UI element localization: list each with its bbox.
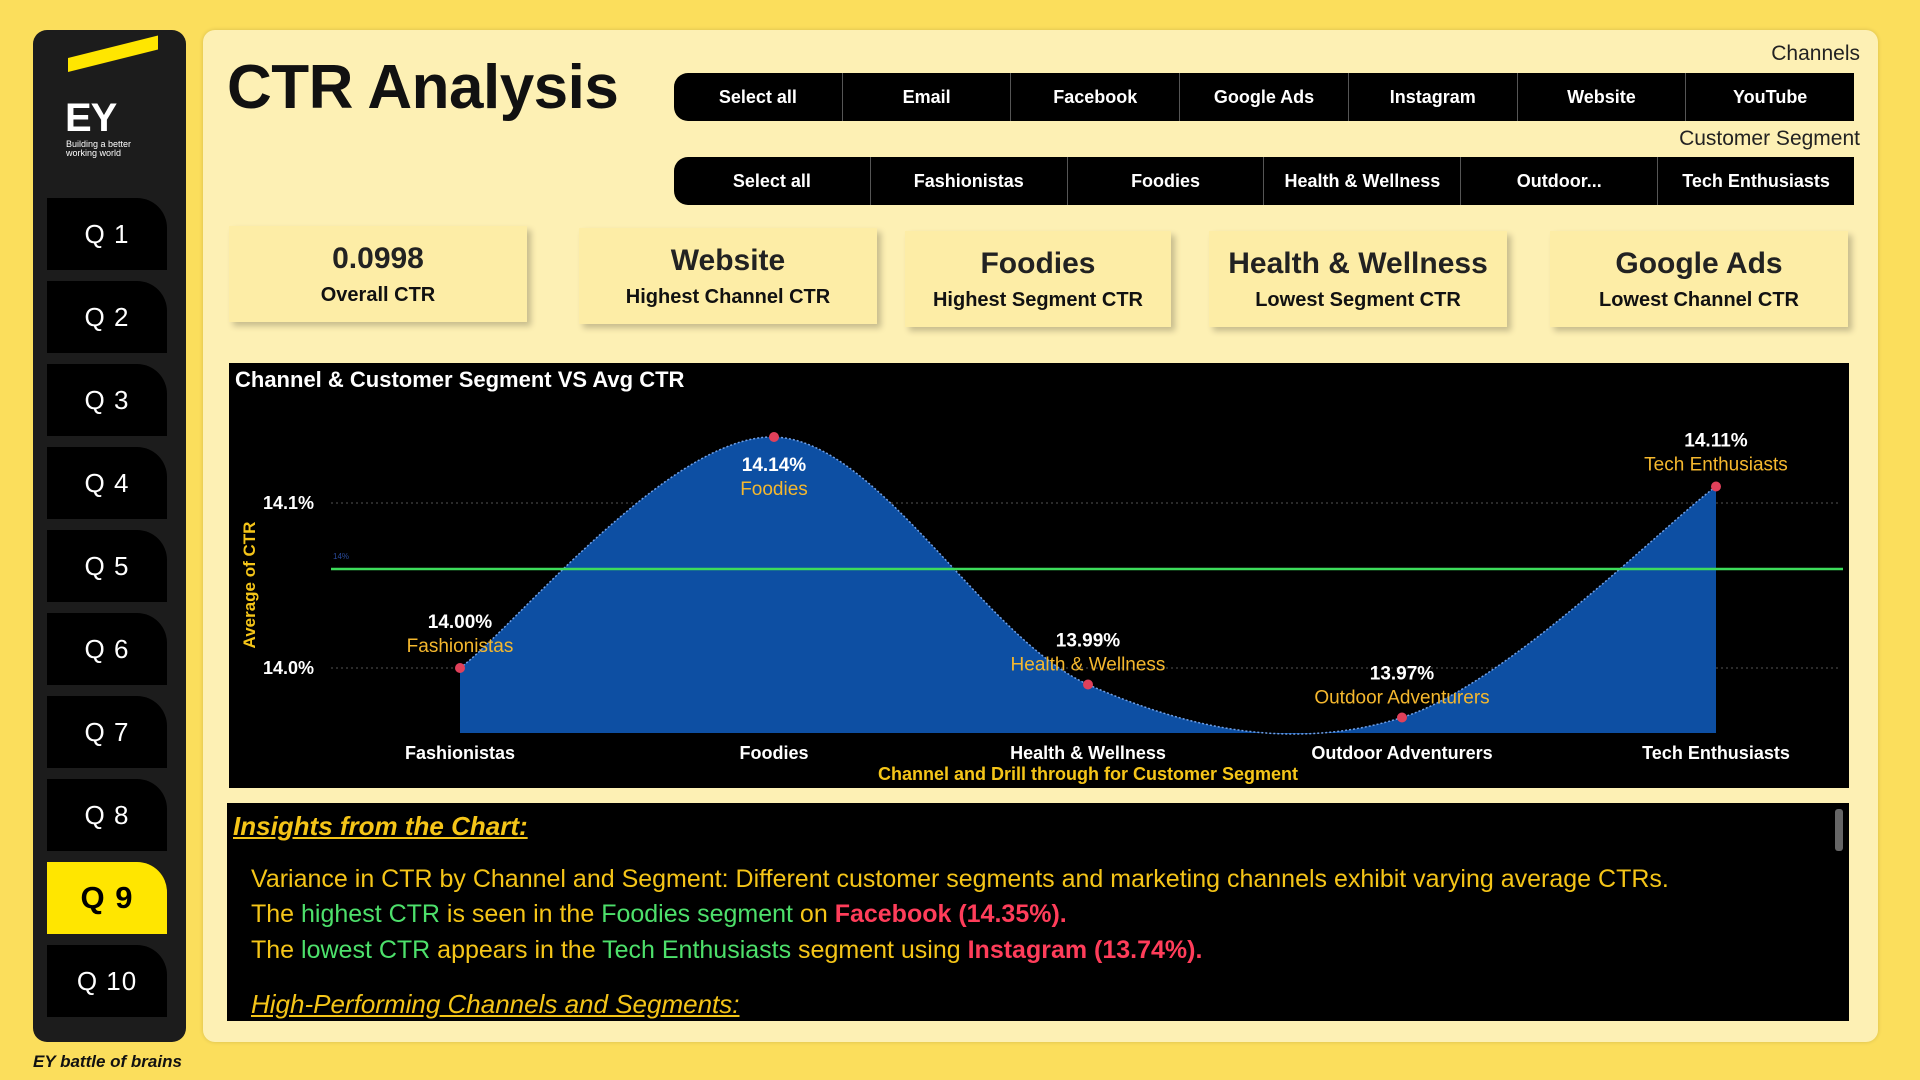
ey-logo: EY Building a better working world bbox=[33, 30, 163, 180]
page-title: CTR Analysis bbox=[227, 53, 619, 122]
kpi-value: Health & Wellness bbox=[1228, 246, 1488, 280]
data-point-marker bbox=[1083, 679, 1093, 690]
segment-option[interactable]: Outdoor... bbox=[1461, 157, 1659, 205]
channels-slicer-label: Channels bbox=[1771, 42, 1860, 65]
highlight-highest-ctr: highest CTR bbox=[301, 900, 440, 928]
kpi-card-lowest-segment: Health & Wellness Lowest Segment CTR bbox=[1209, 231, 1507, 327]
kpi-label: Lowest Channel CTR bbox=[1598, 288, 1799, 311]
nav-button-q2[interactable]: Q 2 bbox=[47, 281, 167, 353]
text-segment: segment using bbox=[791, 936, 968, 964]
kpi-card-lowest-channel: Google Ads Lowest Channel CTR bbox=[1550, 231, 1848, 327]
data-point-marker bbox=[1711, 481, 1721, 492]
data-category-label: Fashionistas bbox=[407, 636, 514, 657]
kpi-label: Highest Segment CTR bbox=[932, 288, 1144, 311]
segment-option[interactable]: Fashionistas bbox=[871, 157, 1068, 205]
kpi-label: Highest Channel CTR bbox=[625, 285, 831, 308]
kpi-value: Website bbox=[670, 243, 786, 277]
data-point-marker bbox=[769, 432, 779, 442]
logo-beam-icon bbox=[68, 35, 158, 72]
kpi-value: 0.0998 bbox=[332, 241, 424, 275]
nav-button-q7[interactable]: Q 7 bbox=[47, 696, 167, 768]
kpi-label: Overall CTR bbox=[320, 283, 436, 306]
channel-option[interactable]: Facebook bbox=[1011, 73, 1181, 121]
x-tick-label: Outdoor Adventurers bbox=[1311, 743, 1492, 763]
x-axis-title: Channel and Drill through for Customer S… bbox=[878, 764, 1298, 784]
insight-line-lowest: The lowest CTR appears in the Tech Enthu… bbox=[251, 936, 1202, 965]
data-point-marker bbox=[1397, 712, 1407, 723]
question-nav: Q 1 Q 2 Q 3 Q 4 Q 5 Q 6 Q 7 Q 8 Q 9 Q 10 bbox=[47, 198, 167, 1028]
data-value-label: 13.99% bbox=[1056, 631, 1121, 652]
nav-button-q1[interactable]: Q 1 bbox=[47, 198, 167, 270]
logo-text: EY bbox=[65, 96, 117, 140]
highlight-lowest-ctr: lowest CTR bbox=[301, 936, 431, 964]
chart-title: Channel & Customer Segment VS Avg CTR bbox=[235, 367, 685, 392]
data-category-label: Outdoor Adventurers bbox=[1314, 688, 1489, 709]
highlight-segment: Foodies segment bbox=[601, 900, 793, 928]
x-tick-label: Tech Enthusiasts bbox=[1642, 743, 1790, 763]
segment-slicer-label: Customer Segment bbox=[1679, 127, 1860, 150]
text-segment: The bbox=[251, 900, 302, 928]
segment-option[interactable]: Foodies bbox=[1068, 157, 1265, 205]
text-segment: appears in the bbox=[430, 936, 603, 964]
channels-slicer: Select all Email Facebook Google Ads Instagr… bbox=[674, 73, 1854, 121]
data-category-label: Health & Wellness bbox=[1011, 655, 1166, 676]
y-axis-title: Average of CTR bbox=[240, 522, 259, 649]
segment-option[interactable]: Select all bbox=[674, 157, 871, 205]
insights-heading: Insights from the Chart: bbox=[233, 811, 528, 841]
kpi-card-overall-ctr: 0.0998 Overall CTR bbox=[229, 226, 527, 322]
kpi-label: Lowest Segment CTR bbox=[1255, 288, 1461, 311]
insights-panel[interactable]: Insights from the Chart: Variance in CTR… bbox=[227, 803, 1849, 1021]
logo-tagline: Building a better working world bbox=[66, 139, 132, 158]
segment-option[interactable]: Health & Wellness bbox=[1264, 157, 1462, 205]
footer-credit: EY battle of brains bbox=[33, 1052, 182, 1071]
nav-button-q3[interactable]: Q 3 bbox=[47, 364, 167, 436]
insights-scrollbar[interactable] bbox=[1835, 809, 1843, 851]
insight-line-highest: The highest CTR is seen in the Foodies s… bbox=[251, 900, 1067, 929]
segment-option[interactable]: Tech Enthusiasts bbox=[1682, 170, 1830, 191]
data-value-label: 14.14% bbox=[742, 455, 807, 476]
channel-option[interactable]: Email bbox=[843, 73, 1012, 121]
highlight-channel-value: Facebook (14.35%). bbox=[834, 900, 1067, 928]
nav-button-q6[interactable]: Q 6 bbox=[47, 613, 167, 685]
text-segment: is seen in the bbox=[439, 900, 602, 928]
data-value-label: 14.11% bbox=[1684, 431, 1747, 452]
channel-option[interactable]: Instagram bbox=[1349, 73, 1518, 121]
data-value-label: 14.00% bbox=[428, 612, 493, 633]
y-tick-label: 14.0% bbox=[263, 658, 314, 678]
kpi-value: Foodies bbox=[980, 246, 1096, 280]
channel-option[interactable]: Website bbox=[1518, 73, 1687, 121]
data-value-label: 13.97% bbox=[1370, 664, 1435, 685]
text-segment: on bbox=[792, 900, 835, 928]
data-category-label: Foodies bbox=[740, 479, 808, 500]
y-tick-label: 14.1% bbox=[263, 493, 314, 513]
channel-option[interactable]: YouTube bbox=[1733, 86, 1808, 107]
x-tick-label: Health & Wellness bbox=[1010, 743, 1166, 763]
nav-button-q8[interactable]: Q 8 bbox=[47, 779, 167, 851]
kpi-value: Google Ads bbox=[1615, 246, 1783, 280]
ctr-area-chart: Channel & Customer Segment VS Avg CTR 14… bbox=[229, 363, 1849, 788]
highlight-segment: Tech Enthusiasts bbox=[602, 936, 792, 964]
insight-line-variance: Variance in CTR by Channel and Segment: … bbox=[251, 865, 1669, 893]
chart-canvas: 14.1% 14.0% 14% 14.00% Fashionistas Fashionis… bbox=[240, 431, 1843, 784]
kpi-card-highest-channel: Website Highest Channel CTR bbox=[579, 228, 877, 324]
x-tick-label: Foodies bbox=[739, 743, 808, 763]
channel-option[interactable]: Select all bbox=[674, 73, 843, 121]
nav-button-q4[interactable]: Q 4 bbox=[47, 447, 167, 519]
data-point-marker bbox=[455, 663, 465, 673]
insights-subheading: High-Performing Channels and Segments: bbox=[251, 989, 740, 1019]
nav-button-q5[interactable]: Q 5 bbox=[47, 530, 167, 602]
area-series bbox=[460, 436, 1716, 735]
data-category-label: Tech Enthusiasts bbox=[1644, 455, 1788, 476]
segment-slicer: Select all Fashionistas Foodies Health & We… bbox=[674, 157, 1854, 205]
channel-option[interactable]: Google Ads bbox=[1180, 73, 1349, 121]
highlight-channel-value: Instagram (13.74%). bbox=[967, 936, 1203, 964]
nav-button-q10[interactable]: Q 10 bbox=[47, 945, 167, 1017]
text-segment: The bbox=[251, 936, 302, 964]
kpi-card-highest-segment: Foodies Highest Segment CTR bbox=[905, 231, 1171, 327]
reference-line-label: 14% bbox=[333, 552, 349, 561]
nav-button-q9[interactable]: Q 9 bbox=[47, 862, 167, 934]
area-outline bbox=[459, 436, 1717, 735]
x-tick-label: Fashionistas bbox=[405, 743, 515, 763]
